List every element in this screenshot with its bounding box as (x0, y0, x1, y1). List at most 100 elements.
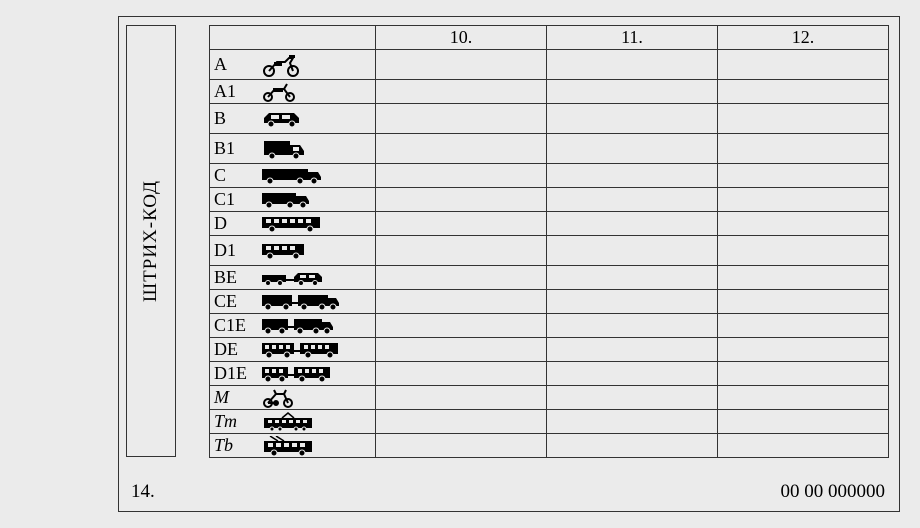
barcode-label: ШТРИХ-КОД (140, 180, 162, 302)
table-row: DE (210, 338, 889, 362)
category-cell: D1 (210, 236, 376, 266)
empty-cell (547, 434, 718, 458)
bus-short-trailer-icon (256, 362, 375, 385)
category-code: A (210, 54, 256, 75)
table-row: D1 (210, 236, 889, 266)
empty-cell (718, 134, 889, 164)
barcode-box: ШТРИХ-КОД (126, 25, 176, 457)
category-cell: B1 (210, 134, 376, 164)
empty-cell (547, 410, 718, 434)
table-row: B (210, 104, 889, 134)
empty-cell (547, 362, 718, 386)
category-cell: A1 (210, 80, 376, 104)
empty-cell (547, 164, 718, 188)
empty-cell (376, 314, 547, 338)
category-code: C1E (210, 315, 256, 336)
license-card-back: ШТРИХ-КОД 10. 11. 12. A A1 B B1 C C1 D D1 BE CE C1… (118, 16, 900, 512)
category-code: D (210, 213, 256, 234)
empty-cell (718, 188, 889, 212)
empty-cell (376, 236, 547, 266)
table-row: M (210, 386, 889, 410)
empty-cell (376, 410, 547, 434)
empty-cell (547, 266, 718, 290)
empty-cell (376, 212, 547, 236)
header-col-11: 11. (547, 26, 718, 50)
empty-cell (376, 80, 547, 104)
category-cell: Tb (210, 434, 376, 458)
truck-icon (256, 164, 375, 187)
table-row: Tm (210, 410, 889, 434)
table-row: A (210, 50, 889, 80)
empty-cell (718, 434, 889, 458)
table-row: B1 (210, 134, 889, 164)
empty-cell (718, 290, 889, 314)
empty-cell (547, 386, 718, 410)
empty-cell (547, 236, 718, 266)
empty-cell (376, 188, 547, 212)
empty-cell (376, 266, 547, 290)
truck-trailer-icon (256, 290, 375, 313)
table-row: C (210, 164, 889, 188)
category-code: Tb (210, 435, 256, 456)
empty-cell (376, 434, 547, 458)
empty-cell (547, 188, 718, 212)
empty-cell (547, 212, 718, 236)
category-code: B1 (210, 138, 256, 159)
category-code: C (210, 165, 256, 186)
empty-cell (547, 290, 718, 314)
empty-cell (376, 50, 547, 80)
category-code: CE (210, 291, 256, 312)
empty-cell (376, 362, 547, 386)
tram-icon (256, 410, 375, 433)
category-cell: D (210, 212, 376, 236)
category-cell: CE (210, 290, 376, 314)
moped-icon (256, 80, 375, 103)
trolleybus-icon (256, 434, 375, 457)
empty-cell (547, 314, 718, 338)
table-header-row: 10. 11. 12. (210, 26, 889, 50)
bicycle-moped-icon (256, 386, 375, 409)
category-cell: A (210, 50, 376, 80)
category-code: B (210, 108, 256, 129)
empty-cell (718, 50, 889, 80)
bus-icon (256, 212, 375, 235)
category-code: D1 (210, 240, 256, 261)
empty-cell (718, 362, 889, 386)
table-row: D (210, 212, 889, 236)
empty-cell (718, 104, 889, 134)
table-row: Tb (210, 434, 889, 458)
empty-cell (547, 134, 718, 164)
table-row: A1 (210, 80, 889, 104)
header-empty (210, 26, 376, 50)
category-code: C1 (210, 189, 256, 210)
car-icon (256, 104, 375, 133)
bus-short-icon (256, 236, 375, 265)
category-cell: C1 (210, 188, 376, 212)
category-code: BE (210, 267, 256, 288)
empty-cell (547, 104, 718, 134)
category-cell: D1E (210, 362, 376, 386)
category-code: Tm (210, 411, 256, 432)
empty-cell (376, 134, 547, 164)
license-number: 00 00 000000 (781, 481, 886, 503)
empty-cell (718, 338, 889, 362)
empty-cell (547, 338, 718, 362)
empty-cell (376, 338, 547, 362)
empty-cell (718, 266, 889, 290)
category-cell: M (210, 386, 376, 410)
empty-cell (718, 386, 889, 410)
bus-trailer-icon (256, 338, 375, 361)
category-code: DE (210, 339, 256, 360)
empty-cell (718, 80, 889, 104)
category-cell: DE (210, 338, 376, 362)
empty-cell (718, 410, 889, 434)
empty-cell (718, 236, 889, 266)
empty-cell (718, 314, 889, 338)
category-cell: C (210, 164, 376, 188)
table-row: C1E (210, 314, 889, 338)
truck-small-trailer-icon (256, 314, 375, 337)
car-trailer-icon (256, 266, 375, 289)
category-cell: B (210, 104, 376, 134)
empty-cell (376, 164, 547, 188)
empty-cell (718, 212, 889, 236)
